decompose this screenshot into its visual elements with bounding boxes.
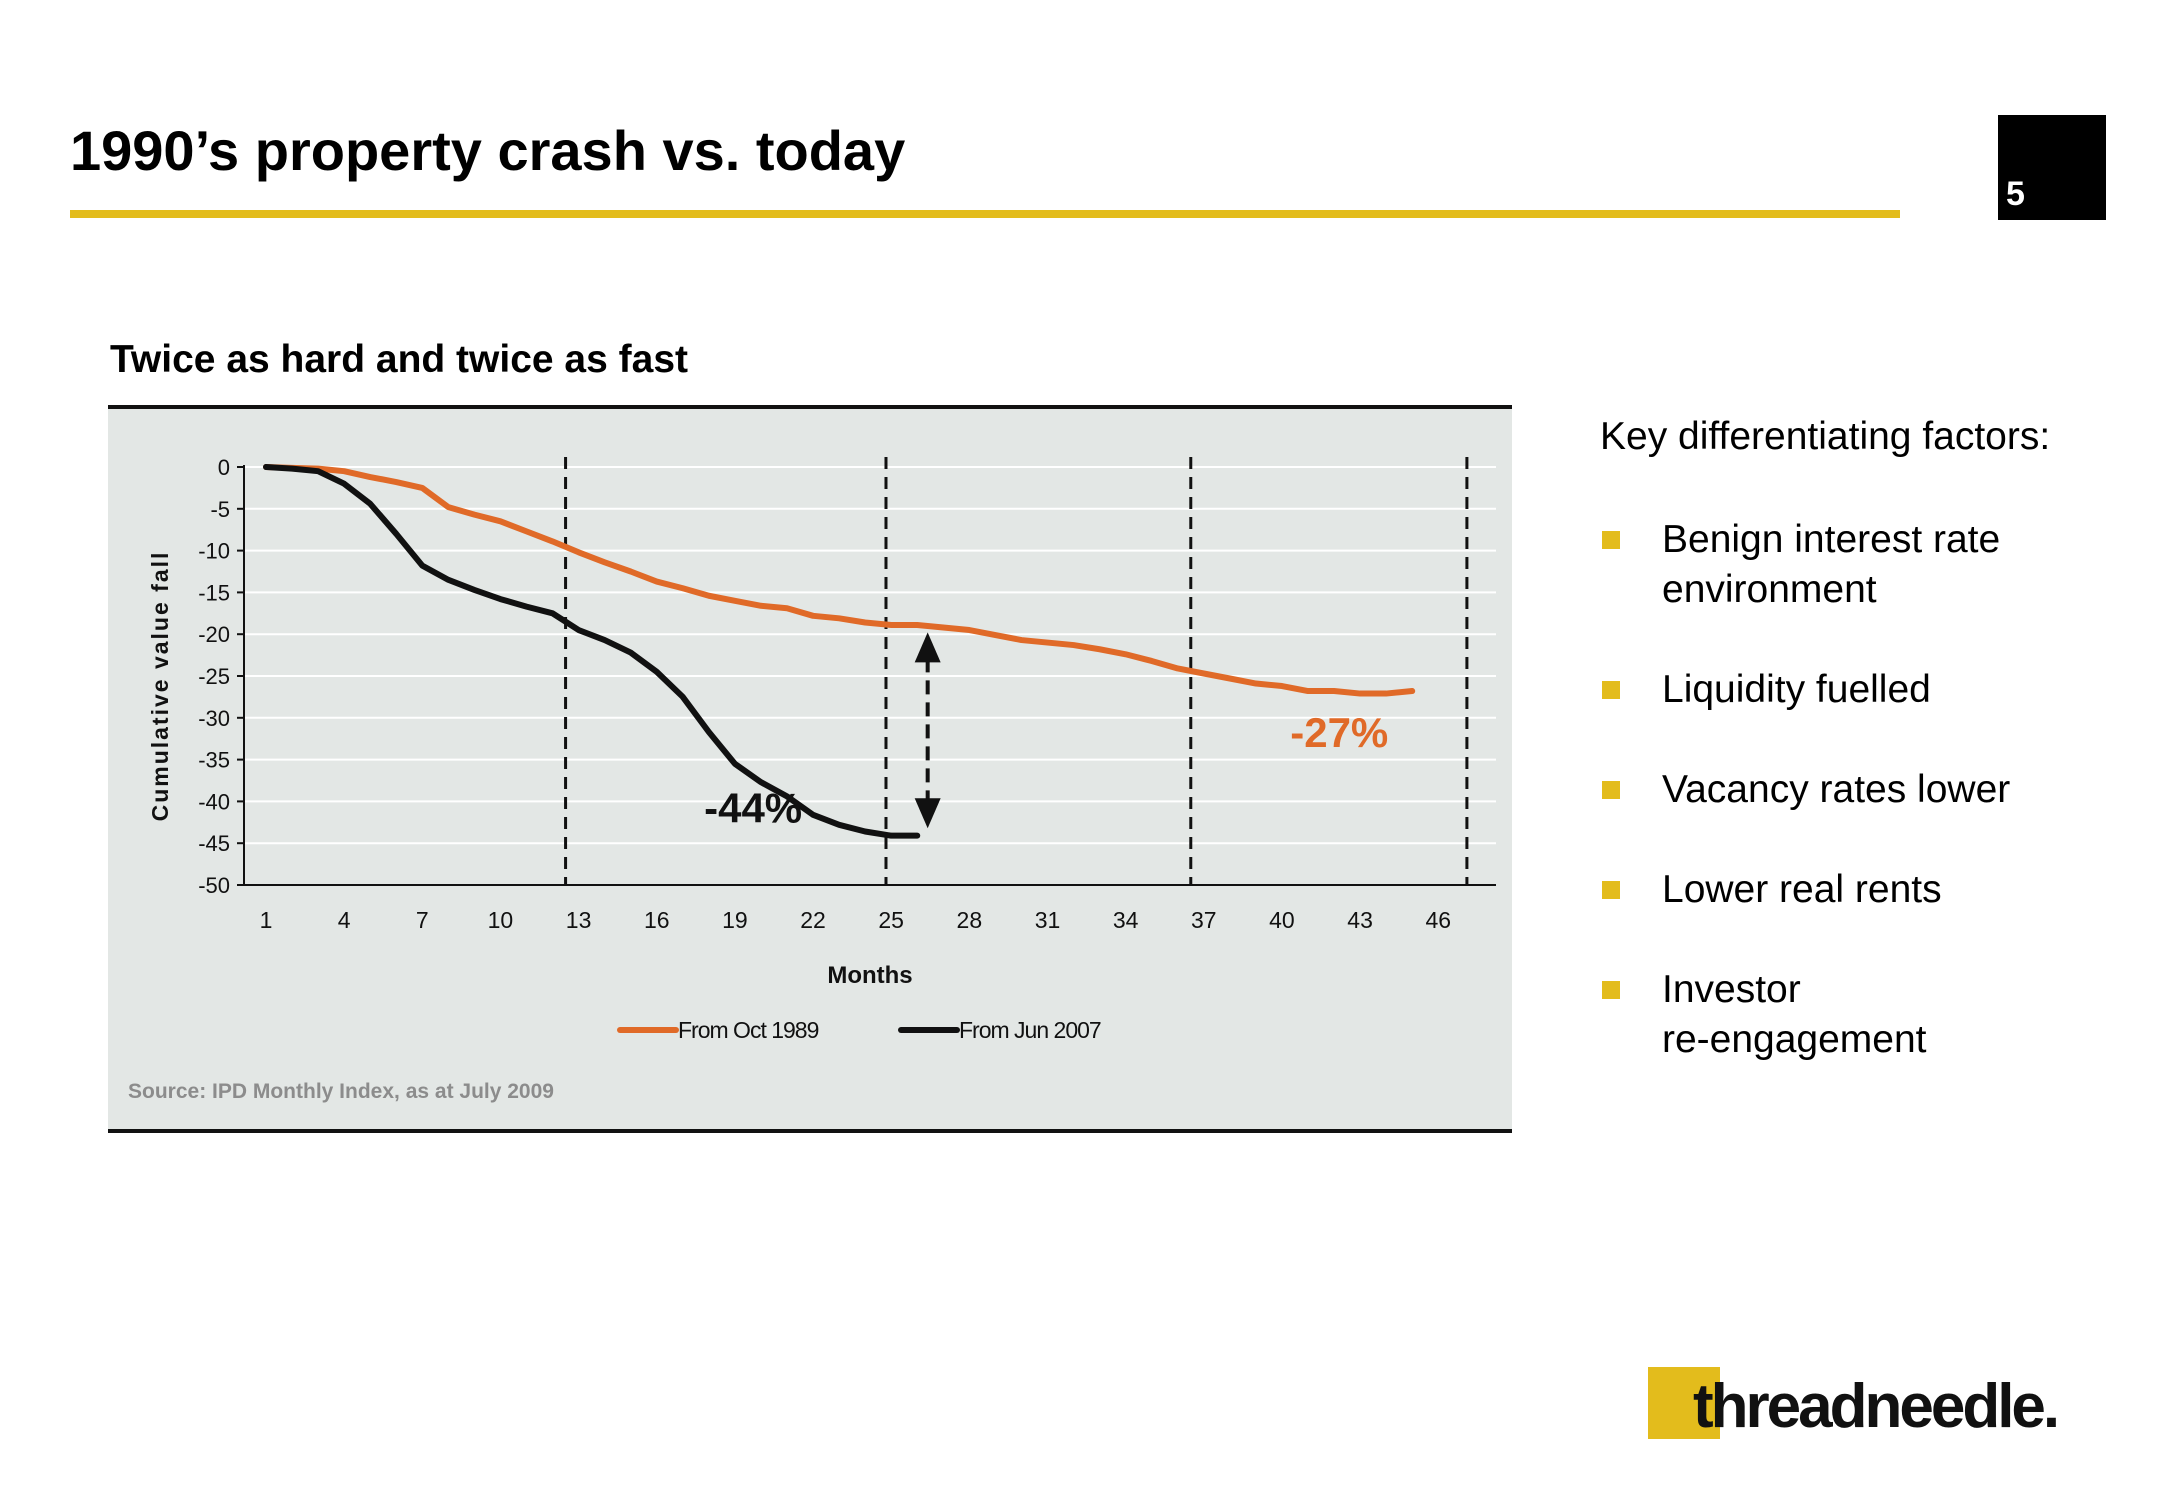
bullet-square-icon <box>1602 881 1620 899</box>
x-tick-label: 31 <box>1035 907 1061 933</box>
bullet-square-icon <box>1602 681 1620 699</box>
x-tick-label: 1 <box>260 907 273 933</box>
x-tick-label: 19 <box>722 907 748 933</box>
title-divider <box>70 210 1900 218</box>
y-tick-label: -25 <box>198 664 230 689</box>
y-tick-label: -30 <box>198 706 230 731</box>
x-tick-label: 7 <box>416 907 429 933</box>
slide-title: 1990’s property crash vs. today <box>70 119 906 182</box>
factor-line: Benign interest rate <box>1662 518 2001 561</box>
bullet-square-icon <box>1602 981 1620 999</box>
key-factors-title: Key differentiating factors: <box>1600 415 2051 458</box>
arrow-up-icon <box>914 632 941 663</box>
legend-label: From Jun 2007 <box>959 1017 1101 1043</box>
line-chart: 0 -5 -10 -15 -20 -25 -30 -35 -40 -45 -50 1 4 7 10 13 16 1… <box>147 455 1496 1043</box>
x-tick-label: 43 <box>1347 907 1373 933</box>
y-tick-label: -45 <box>198 831 230 856</box>
arrow-down-icon <box>914 798 941 829</box>
x-tick-label: 46 <box>1425 907 1451 933</box>
y-tick-label: -5 <box>210 497 230 522</box>
series-line <box>263 464 1416 697</box>
annotation-label: -44% <box>704 784 802 831</box>
y-tick-label: 0 <box>218 455 230 480</box>
x-tick-label: 34 <box>1113 907 1139 933</box>
series-line <box>263 464 921 839</box>
y-tick-label: -10 <box>198 539 230 564</box>
page-number-box: 5 <box>1998 115 2106 220</box>
factor-line: environment <box>1662 568 1877 611</box>
annotation-label: -27% <box>1290 709 1388 756</box>
x-tick-label: 40 <box>1269 907 1295 933</box>
y-tick-label: -50 <box>198 873 230 898</box>
y-tick-label: -20 <box>198 622 230 647</box>
logo-block <box>1648 1367 1720 1439</box>
y-tick-label: -35 <box>198 748 230 773</box>
y-tick-label: -40 <box>198 789 230 814</box>
bullet-square-icon <box>1602 531 1620 549</box>
source-note: Source: IPD Monthly Index, as at July 20… <box>128 1080 554 1103</box>
factor-item: Benign interest rate environment <box>1600 515 2070 615</box>
y-axis-title: Cumulative value fall <box>147 551 173 822</box>
factor-line: re-engagement <box>1662 1018 1927 1061</box>
x-axis-title: Months <box>827 962 912 989</box>
bullet-square-icon <box>1602 781 1620 799</box>
x-tick-label: 28 <box>957 907 983 933</box>
x-tick-label: 16 <box>644 907 670 933</box>
logo-text: threadneedle. <box>1693 1372 2060 1441</box>
x-tick-label: 10 <box>488 907 514 933</box>
x-tick-label: 22 <box>800 907 826 933</box>
x-tick-label: 13 <box>566 907 592 933</box>
factor-item: Investor re-engagement <box>1600 965 2070 1065</box>
x-tick-label: 37 <box>1191 907 1217 933</box>
chart-panel: 0 -5 -10 -15 -20 -25 -30 -35 -40 -45 -50 1 4 7 10 13 16 1… <box>108 405 1512 1133</box>
factor-item: Vacancy rates lower <box>1600 765 2070 815</box>
x-tick-label: 4 <box>338 907 351 933</box>
factor-line: Investor <box>1662 968 1801 1011</box>
factor-item: Lower real rents <box>1600 865 2070 915</box>
threadneedle-logo: threadneedle. <box>1648 1367 2108 1441</box>
factor-line: Lower real rents <box>1662 868 1942 911</box>
chart-heading: Twice as hard and twice as fast <box>110 338 688 381</box>
y-tick-label: -15 <box>198 580 230 605</box>
page-number: 5 <box>2006 175 2025 213</box>
x-tick-label: 25 <box>878 907 904 933</box>
factor-line: Liquidity fuelled <box>1662 668 1931 711</box>
factor-item: Liquidity fuelled <box>1600 665 2070 715</box>
factor-line: Vacancy rates lower <box>1662 768 2011 811</box>
legend-label: From Oct 1989 <box>678 1017 819 1043</box>
